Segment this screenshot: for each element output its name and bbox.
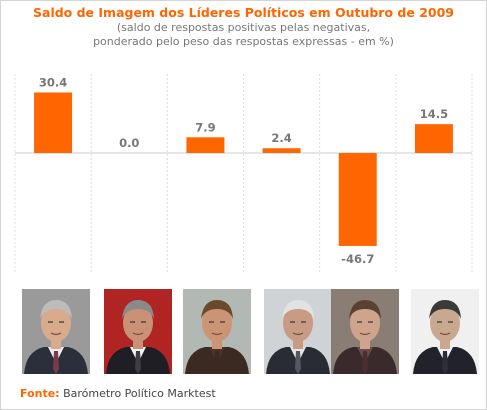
leader-photo-4 xyxy=(264,289,332,374)
source-text: Barómetro Político Marktest xyxy=(63,387,216,400)
bar-4 xyxy=(262,148,301,153)
bar-3 xyxy=(186,137,225,153)
leader-photo-5 xyxy=(331,289,399,374)
bar-5 xyxy=(338,153,377,246)
bar-value-label-4: 2.4 xyxy=(271,131,291,145)
leader-photo-2 xyxy=(104,289,172,374)
chart-subtitle-line-1: (saldo de respostas positivas pelas nega… xyxy=(116,21,371,34)
bar-value-label-2: 0.0 xyxy=(119,136,139,150)
bar-value-label-6: 14.5 xyxy=(420,107,448,121)
leader-photo-6 xyxy=(411,289,479,374)
bar-value-label-3: 7.9 xyxy=(195,120,215,134)
chart-title: Saldo de Imagem dos Líderes Políticos em… xyxy=(33,5,454,20)
chart-subtitle-line-2: ponderado pelo peso das respostas expres… xyxy=(93,35,394,48)
bar-1 xyxy=(34,92,73,153)
bar-value-label-1: 30.4 xyxy=(39,76,67,90)
bar-value-label-5: -46.7 xyxy=(341,252,374,266)
bar-6 xyxy=(414,124,453,153)
leader-photo-3 xyxy=(183,289,251,374)
source-note: Fonte: Barómetro Político Marktest xyxy=(20,387,216,400)
leader-photo-1 xyxy=(22,289,90,374)
source-label: Fonte: xyxy=(20,387,60,400)
bar-chart: 30.4 0.0 7.9 2.4 -46.7 14.5 xyxy=(14,74,473,272)
